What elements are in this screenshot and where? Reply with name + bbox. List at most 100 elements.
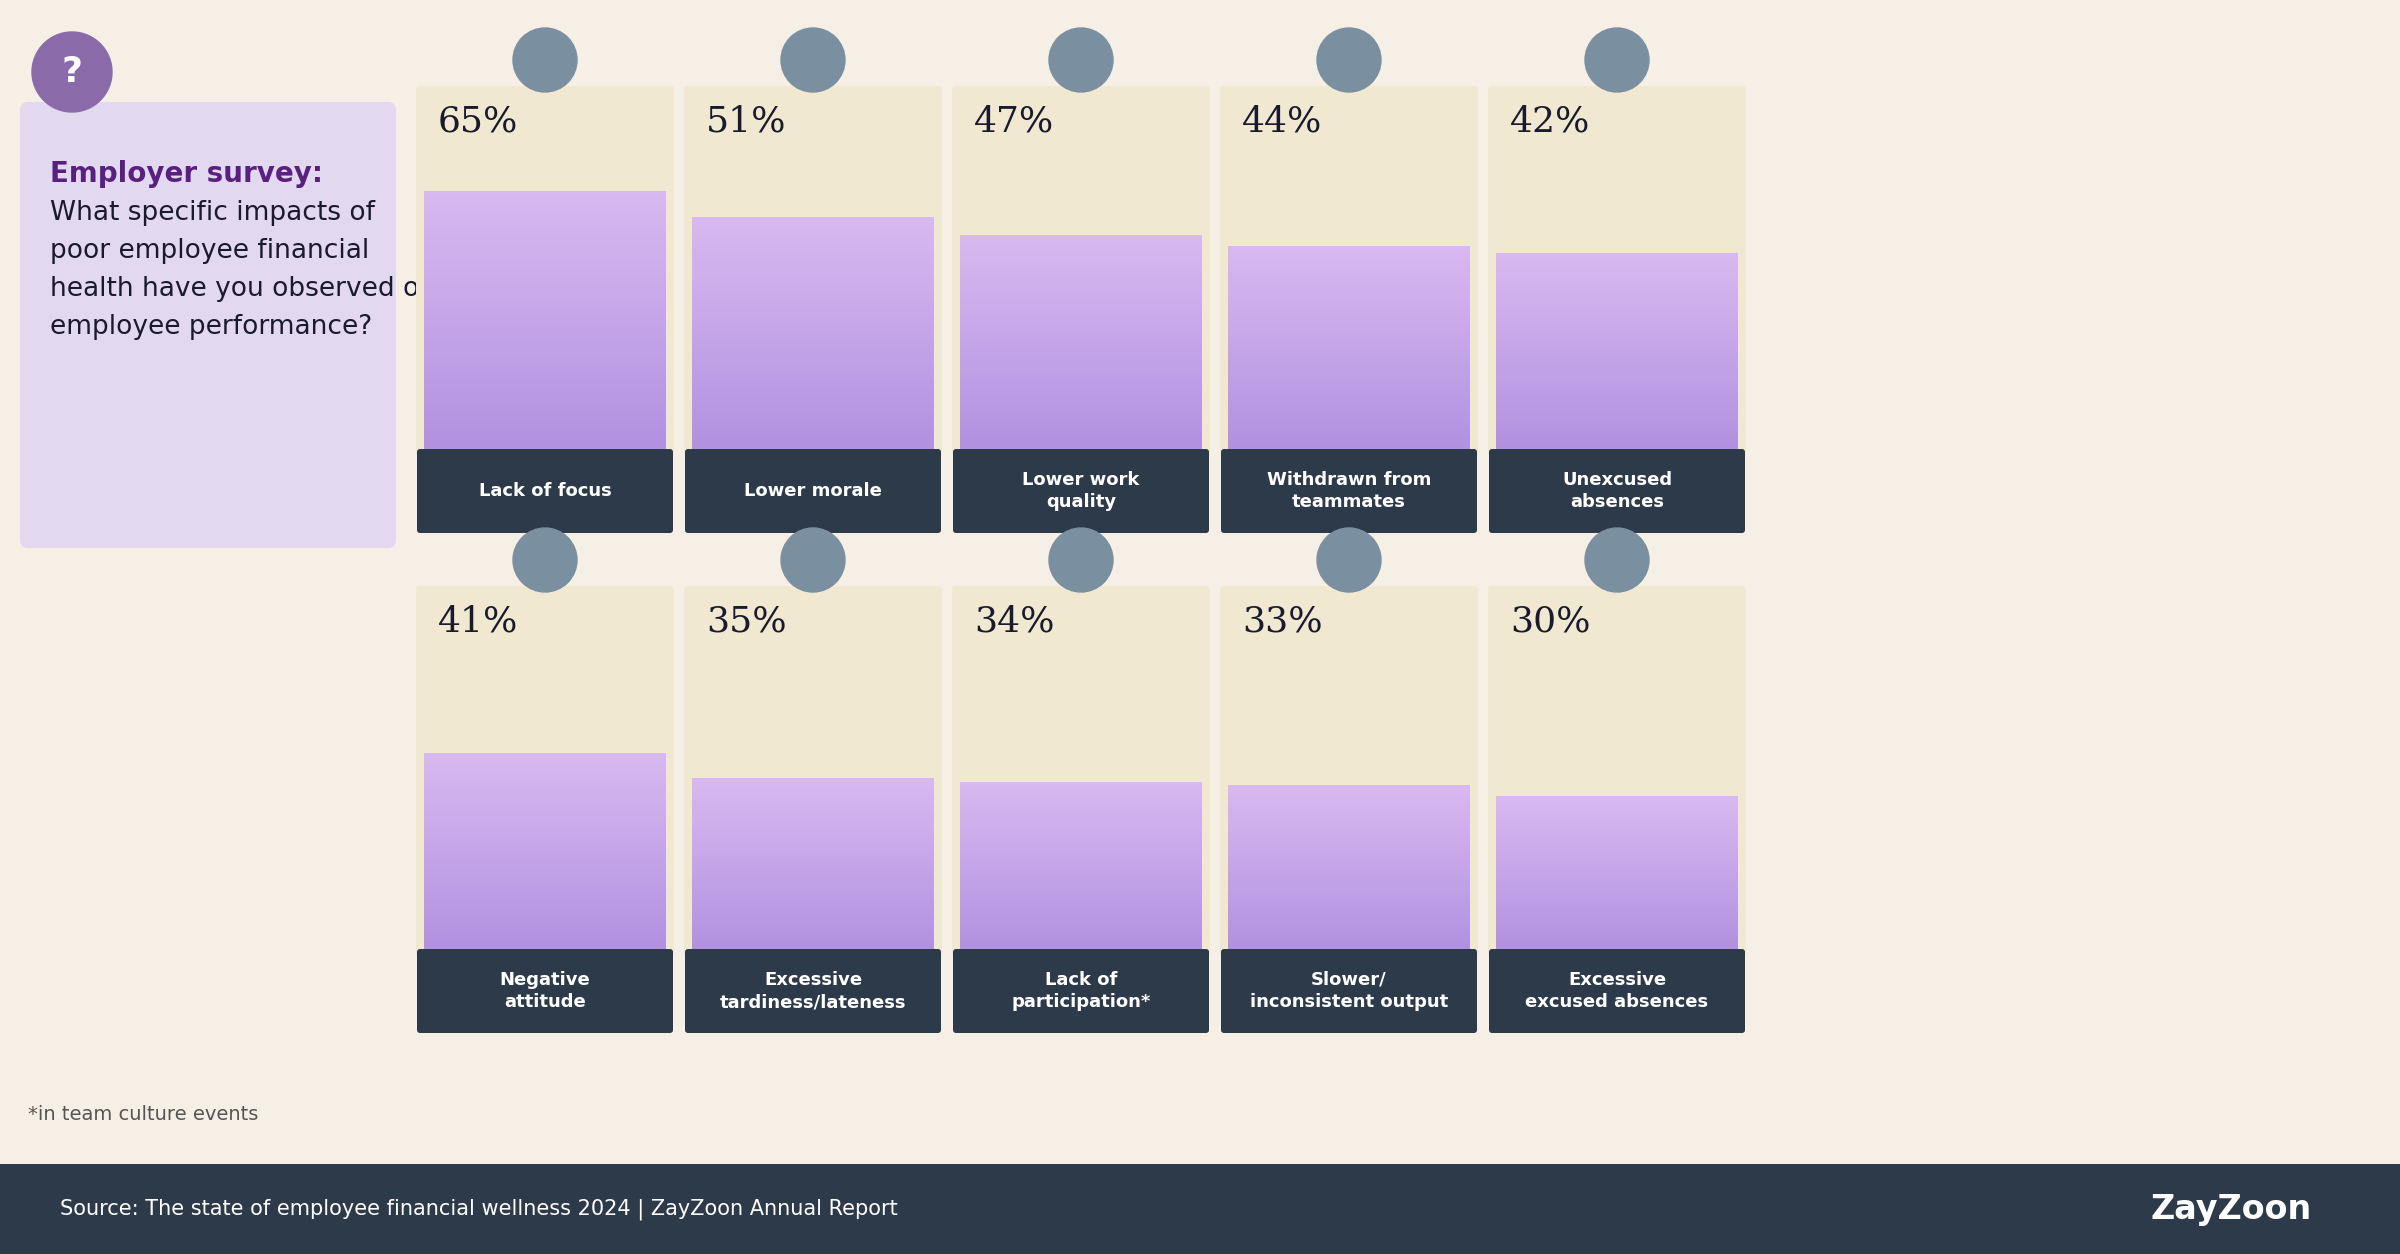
Bar: [960, 393, 1202, 399]
Bar: [1229, 405, 1469, 411]
Bar: [960, 349, 1202, 355]
Bar: [1229, 823, 1469, 828]
Bar: [691, 809, 934, 814]
Bar: [960, 316, 1202, 322]
Bar: [1495, 287, 1738, 293]
Bar: [960, 306, 1202, 312]
Bar: [691, 887, 934, 892]
Bar: [1229, 835, 1469, 840]
Bar: [425, 762, 667, 769]
Bar: [1495, 433, 1738, 438]
Bar: [1495, 263, 1738, 268]
Bar: [1495, 808, 1738, 813]
Bar: [960, 262, 1202, 268]
Bar: [691, 826, 934, 831]
Text: 51%: 51%: [706, 105, 787, 139]
Bar: [691, 883, 934, 888]
Bar: [691, 357, 934, 365]
Bar: [1495, 920, 1738, 925]
Bar: [691, 813, 934, 819]
Bar: [1229, 932, 1469, 937]
Bar: [1495, 413, 1738, 418]
Circle shape: [780, 528, 845, 592]
Bar: [1495, 824, 1738, 829]
Bar: [1495, 894, 1738, 899]
Bar: [1229, 292, 1469, 298]
Bar: [960, 267, 1202, 273]
Bar: [425, 257, 667, 265]
Bar: [1229, 370, 1469, 376]
Bar: [1495, 933, 1738, 938]
Bar: [425, 250, 667, 257]
Bar: [691, 939, 934, 944]
Bar: [425, 282, 667, 290]
FancyBboxPatch shape: [1222, 449, 1476, 533]
Bar: [425, 231, 667, 238]
FancyBboxPatch shape: [684, 949, 941, 1033]
Text: ZayZoon: ZayZoon: [2150, 1193, 2311, 1225]
Bar: [1495, 867, 1738, 872]
Text: *in team culture events: *in team culture events: [29, 1105, 259, 1124]
FancyBboxPatch shape: [684, 586, 941, 956]
Bar: [1229, 375, 1469, 381]
Bar: [1229, 927, 1469, 932]
Text: Employer survey:: Employer survey:: [50, 161, 324, 188]
Bar: [1229, 810, 1469, 815]
Bar: [960, 872, 1202, 877]
Bar: [1229, 910, 1469, 915]
Bar: [425, 873, 667, 878]
Bar: [425, 898, 667, 903]
FancyBboxPatch shape: [1219, 586, 1478, 956]
Bar: [691, 948, 934, 953]
Bar: [425, 793, 667, 799]
Bar: [960, 360, 1202, 366]
Bar: [960, 403, 1202, 410]
Bar: [425, 767, 667, 774]
Bar: [425, 893, 667, 898]
Bar: [691, 860, 934, 867]
Bar: [425, 843, 667, 849]
Bar: [960, 838, 1202, 843]
Bar: [1495, 423, 1738, 428]
Bar: [960, 900, 1202, 907]
Bar: [1495, 835, 1738, 840]
Bar: [425, 406, 667, 414]
Bar: [1229, 831, 1469, 836]
Circle shape: [780, 28, 845, 92]
Bar: [425, 386, 667, 394]
Bar: [960, 927, 1202, 932]
Bar: [425, 296, 667, 303]
Circle shape: [31, 33, 113, 112]
FancyBboxPatch shape: [1488, 586, 1747, 956]
Bar: [691, 839, 934, 844]
Bar: [691, 217, 934, 223]
Bar: [691, 925, 934, 932]
Bar: [1229, 312, 1469, 319]
Bar: [960, 786, 1202, 791]
Bar: [960, 376, 1202, 382]
Text: Lack of focus: Lack of focus: [478, 482, 612, 500]
Bar: [1495, 327, 1738, 334]
Bar: [691, 869, 934, 875]
Bar: [425, 803, 667, 809]
Bar: [1495, 816, 1738, 820]
Bar: [1229, 251, 1469, 257]
Bar: [425, 290, 667, 297]
Bar: [1229, 790, 1469, 795]
FancyBboxPatch shape: [684, 449, 941, 533]
Bar: [691, 381, 934, 389]
Bar: [960, 295, 1202, 301]
Bar: [425, 788, 667, 794]
Bar: [960, 446, 1202, 453]
Circle shape: [1584, 28, 1649, 92]
Bar: [1229, 864, 1469, 870]
Bar: [1495, 831, 1738, 836]
Bar: [691, 795, 934, 801]
Circle shape: [514, 28, 576, 92]
Bar: [1495, 929, 1738, 933]
Text: Negative
attitude: Negative attitude: [499, 971, 590, 1011]
Bar: [960, 918, 1202, 923]
Bar: [691, 791, 934, 796]
Text: 33%: 33%: [1243, 604, 1322, 640]
Bar: [691, 370, 934, 376]
